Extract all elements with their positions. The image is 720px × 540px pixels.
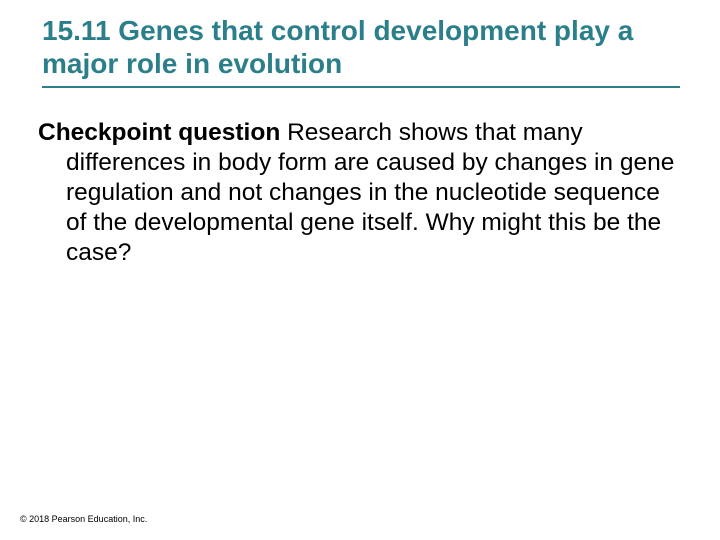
slide: 15.11 Genes that control development pla… bbox=[0, 0, 720, 540]
copyright-notice: © 2018 Pearson Education, Inc. bbox=[20, 514, 147, 524]
slide-body: Checkpoint question Research shows that … bbox=[38, 118, 680, 267]
checkpoint-paragraph: Checkpoint question Research shows that … bbox=[38, 118, 680, 267]
slide-heading: 15.11 Genes that control development pla… bbox=[42, 14, 680, 88]
checkpoint-lead: Checkpoint question bbox=[38, 119, 280, 146]
